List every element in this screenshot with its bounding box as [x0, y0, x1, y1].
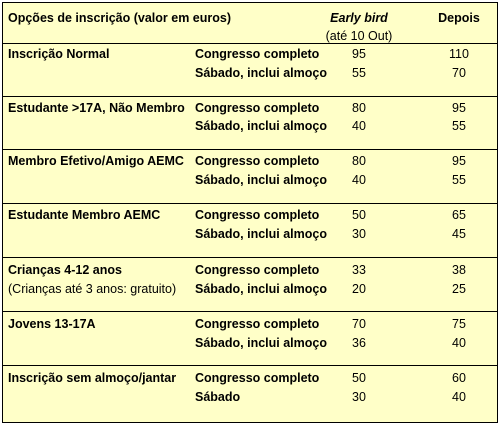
after-price: 95	[452, 154, 466, 168]
option-label: Sábado, inclui almoço	[195, 227, 327, 241]
early-bird-header: Early bird	[330, 11, 388, 25]
early-price: 36	[352, 336, 366, 350]
after-price: 70	[452, 66, 466, 80]
row-divider	[3, 203, 497, 204]
row-divider	[3, 149, 497, 150]
option-label: Congresso completo	[195, 317, 320, 331]
after-price: 25	[452, 282, 466, 296]
option-label: Congresso completo	[195, 47, 320, 61]
option-label: Sábado, inclui almoço	[195, 282, 327, 296]
option-label: Congresso completo	[195, 263, 320, 277]
early-price: 95	[352, 47, 366, 61]
group-name: Jovens 13-17A	[8, 317, 96, 331]
group-name: Inscrição Normal	[8, 47, 110, 61]
early-bird-deadline: (até 10 Out)	[325, 29, 393, 43]
early-price: 33	[352, 263, 366, 277]
option-label: Sábado, inclui almoço	[195, 119, 327, 133]
after-price: 45	[452, 227, 466, 241]
after-price: 40	[452, 390, 466, 404]
early-price: 70	[352, 317, 366, 331]
option-label: Congresso completo	[195, 154, 320, 168]
after-price: 55	[452, 119, 466, 133]
early-price: 50	[352, 371, 366, 385]
option-label: Congresso completo	[195, 371, 320, 385]
group-name: Estudante >17A, Não Membro	[8, 101, 185, 115]
early-price: 30	[352, 390, 366, 404]
early-price: 55	[352, 66, 366, 80]
option-label: Sábado, inclui almoço	[195, 66, 327, 80]
after-price: 60	[452, 371, 466, 385]
group-note: (Crianças até 3 anos: gratuito)	[8, 282, 177, 296]
early-price: 80	[352, 154, 366, 168]
after-price: 65	[452, 208, 466, 222]
option-label: Sábado	[195, 390, 241, 404]
early-price: 30	[352, 227, 366, 241]
option-label: Sábado, inclui almoço	[195, 173, 327, 187]
after-price: 38	[452, 263, 466, 277]
group-name: Crianças 4-12 anos	[8, 263, 122, 277]
table-title: Opções de inscrição (valor em euros)	[8, 11, 231, 25]
after-price: 110	[449, 47, 469, 61]
row-divider	[3, 43, 497, 44]
early-price: 40	[352, 173, 366, 187]
option-label: Congresso completo	[195, 101, 320, 115]
row-divider	[3, 96, 497, 97]
group-name: Inscrição sem almoço/jantar	[8, 371, 177, 385]
after-price: 75	[452, 317, 466, 331]
option-label: Congresso completo	[195, 208, 320, 222]
after-price: 40	[452, 336, 466, 350]
group-name: Estudante Membro AEMC	[8, 208, 161, 222]
early-price: 20	[352, 282, 366, 296]
early-price: 50	[352, 208, 366, 222]
option-label: Sábado, inclui almoço	[195, 336, 327, 350]
row-divider	[3, 311, 497, 312]
after-price: 55	[452, 173, 466, 187]
row-divider	[3, 257, 497, 258]
depois-header: Depois	[438, 11, 480, 25]
row-divider	[3, 365, 497, 366]
after-price: 95	[452, 101, 466, 115]
group-name: Membro Efetivo/Amigo AEMC	[8, 154, 184, 168]
early-price: 40	[352, 119, 366, 133]
early-price: 80	[352, 101, 366, 115]
